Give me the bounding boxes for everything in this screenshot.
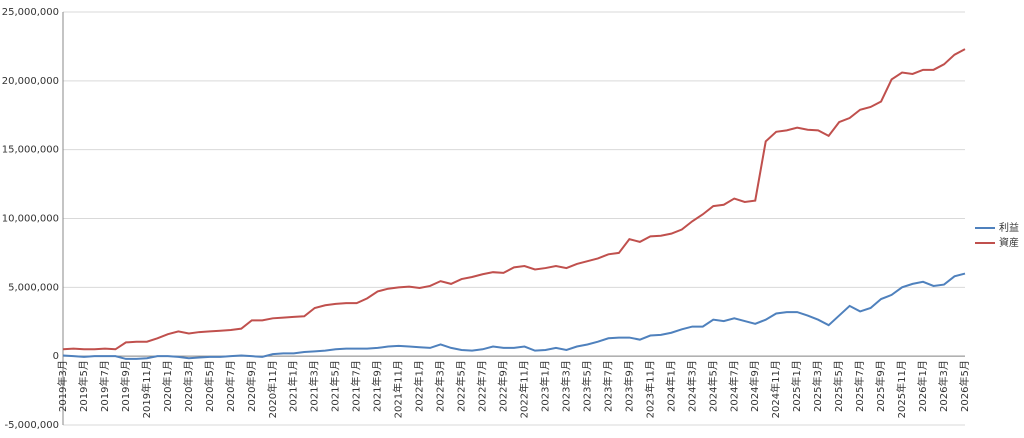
x-tick-label: 2026年1月 bbox=[916, 360, 929, 412]
x-tick-label: 2024年7月 bbox=[727, 360, 740, 412]
x-tick-label: 2023年7月 bbox=[601, 360, 614, 412]
x-tick-label: 2021年11月 bbox=[392, 360, 405, 418]
x-tick-label: 2022年3月 bbox=[434, 360, 447, 412]
x-tick-label: 2021年9月 bbox=[371, 360, 384, 412]
x-tick-label: 2024年11月 bbox=[769, 360, 782, 418]
x-tick-label: 2025年11月 bbox=[895, 360, 908, 418]
x-tick-label: 2025年5月 bbox=[832, 360, 845, 412]
x-tick-label: 2025年9月 bbox=[874, 360, 887, 412]
x-tick-label: 2023年1月 bbox=[538, 360, 551, 412]
x-tick-label: 2020年9月 bbox=[245, 360, 258, 412]
legend-label: 資産 bbox=[999, 236, 1019, 249]
x-tick-label: 2021年1月 bbox=[287, 360, 300, 412]
x-tick-label: 2020年1月 bbox=[161, 360, 174, 412]
x-tick-label: 2022年1月 bbox=[413, 360, 426, 412]
x-tick-label: 2024年9月 bbox=[748, 360, 761, 412]
x-tick-label: 2022年9月 bbox=[497, 360, 510, 412]
y-tick-label: 20,000,000 bbox=[2, 76, 59, 87]
x-tick-label: 2021年7月 bbox=[350, 360, 363, 412]
x-tick-label: 2019年9月 bbox=[119, 360, 132, 412]
x-tick-label: 2022年5月 bbox=[455, 360, 468, 412]
series-line bbox=[62, 48, 966, 351]
series-line bbox=[62, 272, 966, 360]
x-tick-label: 2019年11月 bbox=[140, 360, 153, 418]
x-tick-label: 2025年1月 bbox=[790, 360, 803, 412]
y-tick-label: 0 bbox=[53, 351, 59, 362]
x-tick-label: 2019年7月 bbox=[98, 360, 111, 412]
x-tick-label: 2024年5月 bbox=[706, 360, 719, 412]
x-tick-label: 2026年3月 bbox=[937, 360, 950, 412]
x-tick-label: 2019年5月 bbox=[77, 360, 90, 412]
x-tick-label: 2022年7月 bbox=[476, 360, 489, 412]
x-tick-label: 2025年3月 bbox=[811, 360, 824, 412]
x-tick-label: 2022年11月 bbox=[517, 360, 530, 418]
y-tick-label: 10,000,000 bbox=[2, 214, 59, 225]
x-tick-label: 2025年7月 bbox=[853, 360, 866, 412]
x-tick-label: 2021年5月 bbox=[329, 360, 342, 412]
y-tick-label: 15,000,000 bbox=[2, 145, 59, 156]
x-tick-label: 2020年5月 bbox=[203, 360, 216, 412]
x-tick-label: 2023年3月 bbox=[559, 360, 572, 412]
x-tick-label: 2024年1月 bbox=[664, 360, 677, 412]
legend-label: 利益 bbox=[999, 221, 1019, 234]
x-tick-label: 2023年9月 bbox=[622, 360, 635, 412]
y-tick-label: -5,000,000 bbox=[4, 420, 59, 431]
x-tick-label: 2020年7月 bbox=[224, 360, 237, 412]
y-tick-label: 25,000,000 bbox=[2, 7, 59, 18]
x-tick-label: 2020年11月 bbox=[266, 360, 279, 418]
x-tick-label: 2020年3月 bbox=[182, 360, 195, 412]
y-tick-label: 5,000,000 bbox=[8, 282, 59, 293]
x-tick-label: 2021年3月 bbox=[308, 360, 321, 412]
x-tick-label: 2019年3月 bbox=[56, 360, 69, 412]
x-tick-label: 2023年5月 bbox=[580, 360, 593, 412]
x-tick-label: 2024年3月 bbox=[685, 360, 698, 412]
x-tick-label: 2023年11月 bbox=[643, 360, 656, 418]
x-tick-label: 2026年5月 bbox=[958, 360, 971, 412]
